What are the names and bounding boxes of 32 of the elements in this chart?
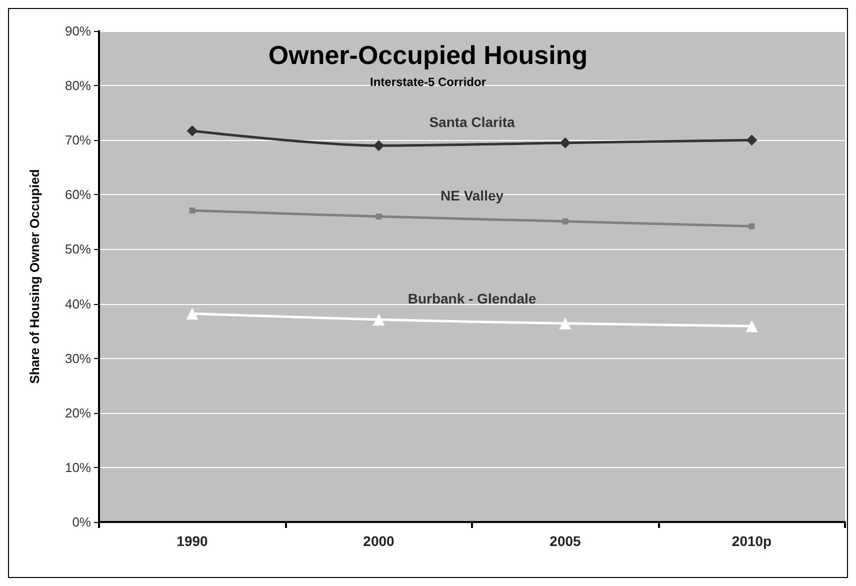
x-tick-label: 2005 bbox=[550, 533, 582, 549]
y-tick-label: 80% bbox=[64, 78, 92, 94]
y-tick-label: 20% bbox=[64, 405, 92, 420]
point bbox=[560, 137, 571, 148]
text: Interstate-5 Corridor bbox=[370, 75, 486, 89]
x-tick-label: 2000 bbox=[363, 533, 395, 549]
y-tick-label: 30% bbox=[64, 350, 92, 366]
y-tick-label: 0% bbox=[72, 514, 92, 530]
y-axis-title: Share of Housing Owner Occupied bbox=[27, 169, 42, 384]
series-label: NE Valley bbox=[440, 187, 504, 204]
x-tick-label: 2010p bbox=[732, 533, 772, 549]
point bbox=[376, 213, 382, 220]
y-tick-label: 40% bbox=[64, 296, 92, 312]
point bbox=[189, 207, 196, 214]
series-label: Santa Clarita bbox=[429, 114, 516, 130]
x-tick-label: 1990 bbox=[176, 533, 208, 549]
series-label: Burbank - Glendale bbox=[408, 290, 536, 307]
point bbox=[562, 218, 568, 224]
point bbox=[373, 140, 384, 152]
y-tick-label: 60% bbox=[64, 187, 92, 202]
y-tick-label: 90% bbox=[64, 24, 92, 38]
point bbox=[372, 314, 385, 326]
point bbox=[186, 125, 198, 136]
chart-title: Owner-Occupied Housing bbox=[268, 40, 588, 70]
y-tick-label: 50% bbox=[64, 242, 92, 257]
y-tick-label: 10% bbox=[64, 460, 92, 475]
point bbox=[748, 223, 755, 230]
point bbox=[746, 320, 758, 332]
point bbox=[186, 308, 198, 320]
point bbox=[559, 317, 572, 330]
y-tick-label: 70% bbox=[64, 132, 92, 148]
point bbox=[746, 134, 758, 146]
